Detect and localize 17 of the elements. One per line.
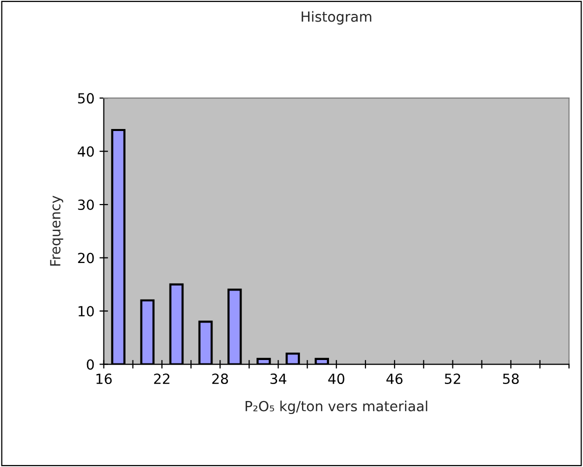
chart-title: Histogram (302, 11, 372, 25)
x-tick-label: 34 (270, 374, 286, 384)
y-tick-label: 20 (78, 252, 94, 264)
x-tick-label: 52 (444, 374, 460, 384)
x-tick-label: 46 (386, 374, 403, 384)
y-tick-label: 0 (86, 359, 94, 370)
y-tick-label: 10 (78, 306, 94, 316)
y-axis-title: Frequency (50, 196, 64, 266)
x-axis-title: P₂O₅ kg/ton vers materiaal (246, 400, 428, 414)
y-tick-label: 40 (78, 146, 94, 157)
y-tick-label: 30 (78, 200, 94, 210)
x-tick-label: 58 (503, 374, 519, 384)
x-tick-label: 22 (154, 374, 170, 384)
y-tick-label: 50 (78, 93, 94, 104)
x-tick-label: 28 (212, 374, 228, 384)
x-tick-label: 16 (96, 374, 112, 384)
x-tick-label: 40 (328, 374, 344, 384)
